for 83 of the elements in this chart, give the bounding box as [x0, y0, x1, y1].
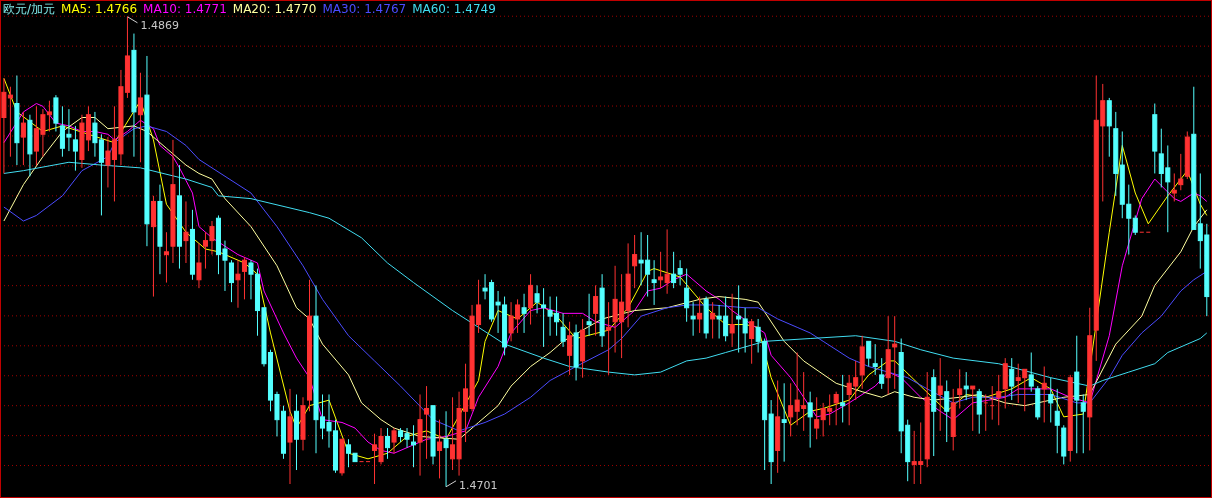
text: MA10: 1.4771: [143, 2, 227, 16]
candlestick: [534, 284, 540, 314]
candlestick: [944, 379, 950, 443]
candlestick: [924, 371, 930, 468]
candlestick: [20, 111, 26, 166]
candlestick: [385, 427, 391, 460]
candlestick: [814, 396, 820, 440]
candlestick: [417, 393, 423, 477]
candlestick: [170, 139, 176, 264]
candlestick: [567, 321, 573, 376]
candlestick: [144, 55, 150, 247]
text: MA60: 1.4749: [412, 2, 496, 16]
candlestick: [957, 368, 963, 409]
candlestick: [300, 396, 306, 451]
candlestick: [163, 231, 169, 284]
candlestick: [859, 335, 865, 390]
candlestick: [937, 357, 943, 432]
candlestick: [1080, 393, 1086, 454]
candlestick: [287, 388, 293, 485]
candlestick: [157, 184, 163, 275]
candlestick: [781, 382, 787, 463]
candlestick: [437, 419, 443, 479]
candlestick: [983, 393, 989, 432]
candlestick: [1041, 366, 1047, 423]
candlestick: [963, 371, 969, 401]
candlestick: [443, 410, 449, 488]
candlestick: [872, 343, 878, 376]
candlestick: [411, 424, 417, 468]
candlestick: [807, 391, 813, 449]
candlestick: [950, 388, 956, 451]
candlestick: [1048, 377, 1054, 423]
candlestick: [176, 164, 182, 270]
candlestick: [710, 301, 716, 340]
candlestick: [892, 315, 898, 390]
candlestick: [137, 72, 143, 163]
candlestick: [632, 234, 638, 289]
candlestick: [573, 324, 579, 381]
candlestick: [593, 284, 599, 337]
candlestick: [1087, 307, 1093, 451]
candlestick: [703, 296, 709, 340]
chart-title: 欧元/加元: [3, 2, 56, 16]
candlestick: [14, 75, 20, 166]
candlestick: [53, 94, 59, 132]
candlestick: [1054, 388, 1060, 454]
text: MA20: 1.4770: [232, 2, 317, 16]
text: MA5: 1.4766: [61, 2, 138, 16]
candlestick: [183, 200, 189, 264]
candlestick: [541, 287, 547, 348]
candlestick: [690, 301, 696, 337]
annotation: 1.4869: [140, 18, 179, 32]
candlestick: [606, 301, 612, 376]
candlestick: [293, 393, 300, 471]
text: MA30: 1.4767: [322, 2, 407, 16]
candlestick: [586, 293, 592, 337]
candlestick: [775, 379, 781, 474]
candlestick: [1152, 103, 1158, 174]
candlestick: [196, 242, 202, 289]
candlestick: [306, 279, 313, 412]
candlestick: [1113, 111, 1119, 197]
candlestick: [235, 259, 241, 309]
candlestick: [27, 114, 33, 177]
candlestick: [72, 125, 78, 172]
candlestick: [931, 368, 937, 457]
candlestick: [241, 256, 247, 300]
candlestick: [560, 312, 566, 348]
candlestick: [840, 374, 846, 423]
candlestick: [729, 293, 735, 348]
candlestick: [1074, 335, 1080, 454]
candlestick: [1009, 357, 1015, 401]
candlestick: [697, 296, 703, 334]
annotation: 1.4701: [459, 478, 498, 492]
candlestick: [424, 385, 430, 460]
candlestick: [996, 374, 1002, 426]
candlestick: [651, 259, 657, 306]
candlestick: [521, 293, 527, 334]
candlestick: [989, 385, 995, 421]
candlestick: [528, 273, 534, 326]
candlestick: [885, 315, 891, 395]
candlestick: [391, 427, 397, 454]
candlestick: [131, 33, 137, 158]
candlestick: [599, 273, 605, 348]
candlestick: [684, 268, 690, 323]
candlestick: [580, 318, 586, 379]
